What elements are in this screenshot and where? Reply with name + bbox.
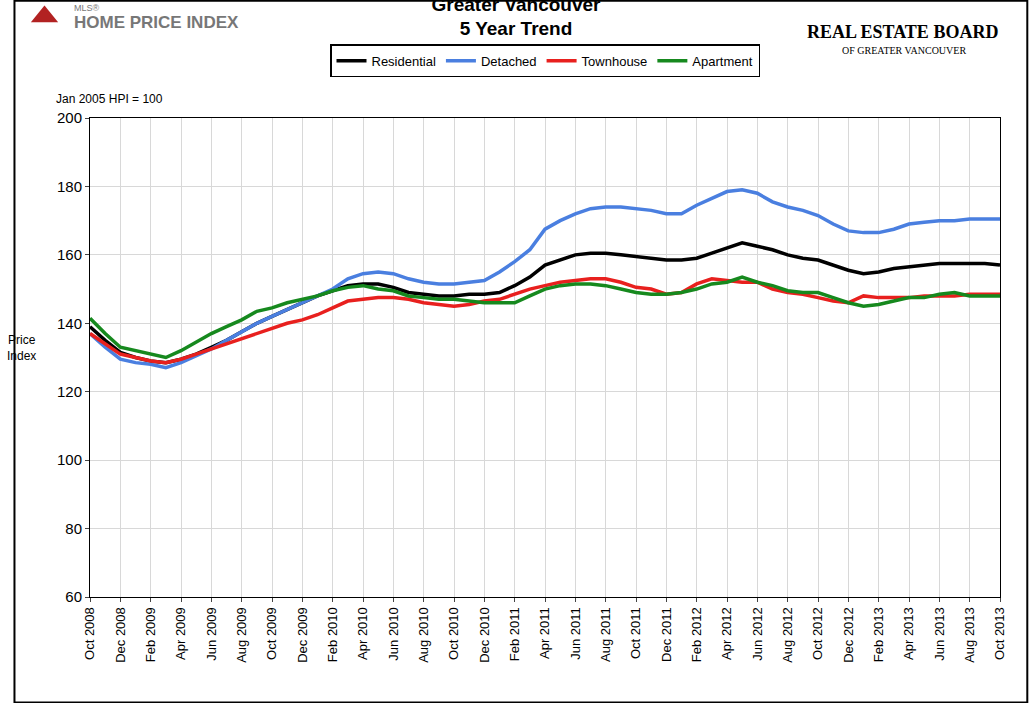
svg-text:MLS®: MLS® xyxy=(74,3,100,13)
svg-text:Oct 2010: Oct 2010 xyxy=(446,607,461,660)
svg-text:120: 120 xyxy=(57,383,82,400)
svg-text:Jun 2009: Jun 2009 xyxy=(204,607,219,661)
svg-text:Residential: Residential xyxy=(372,54,436,69)
svg-text:Aug 2013: Aug 2013 xyxy=(962,607,977,663)
svg-text:200: 200 xyxy=(57,109,82,126)
svg-text:Oct 2009: Oct 2009 xyxy=(264,607,279,660)
svg-text:Oct 2013: Oct 2013 xyxy=(992,607,1007,660)
svg-text:HOME PRICE INDEX: HOME PRICE INDEX xyxy=(74,13,239,32)
svg-text:Feb 2012: Feb 2012 xyxy=(689,607,704,662)
svg-text:Dec 2008: Dec 2008 xyxy=(113,607,128,663)
svg-text:Dec 2012: Dec 2012 xyxy=(841,607,856,663)
svg-text:Jun 2013: Jun 2013 xyxy=(932,607,947,661)
svg-text:Apr 2011: Apr 2011 xyxy=(537,607,552,659)
svg-text:Detached: Detached xyxy=(481,54,537,69)
svg-text:Dec 2009: Dec 2009 xyxy=(295,607,310,663)
svg-text:Feb 2010: Feb 2010 xyxy=(325,607,340,662)
svg-text:Oct 2011: Oct 2011 xyxy=(628,607,643,659)
svg-text:Jun 2012: Jun 2012 xyxy=(750,607,765,661)
svg-text:160: 160 xyxy=(57,246,82,263)
svg-text:Feb 2009: Feb 2009 xyxy=(143,607,158,662)
svg-text:OF GREATER VANCOUVER: OF GREATER VANCOUVER xyxy=(842,45,966,56)
svg-text:Apr 2013: Apr 2013 xyxy=(901,607,916,660)
svg-text:Jun 2010: Jun 2010 xyxy=(386,607,401,661)
svg-text:Apr 2009: Apr 2009 xyxy=(173,607,188,660)
svg-text:Aug 2011: Aug 2011 xyxy=(598,607,613,662)
svg-text:Aug 2010: Aug 2010 xyxy=(416,607,431,663)
svg-text:Feb 2011: Feb 2011 xyxy=(507,607,522,661)
svg-text:Feb 2013: Feb 2013 xyxy=(871,607,886,662)
svg-text:Jan 2005 HPI = 100: Jan 2005 HPI = 100 xyxy=(56,92,163,106)
svg-text:Aug 2009: Aug 2009 xyxy=(234,607,249,663)
svg-text:180: 180 xyxy=(57,178,82,195)
svg-text:PriceIndex: PriceIndex xyxy=(7,333,36,363)
svg-text:Greater Vancouver5 Year Trend: Greater Vancouver5 Year Trend xyxy=(432,0,602,39)
svg-text:Apr 2010: Apr 2010 xyxy=(355,607,370,660)
svg-text:REAL ESTATE BOARD: REAL ESTATE BOARD xyxy=(807,22,998,42)
svg-text:Apartment: Apartment xyxy=(692,54,752,69)
svg-text:Oct 2008: Oct 2008 xyxy=(82,607,97,660)
svg-text:Apr 2012: Apr 2012 xyxy=(719,607,734,660)
svg-text:Dec 2011: Dec 2011 xyxy=(659,607,674,662)
svg-text:Dec 2010: Dec 2010 xyxy=(477,607,492,663)
svg-text:Oct 2012: Oct 2012 xyxy=(810,607,825,660)
svg-text:60: 60 xyxy=(65,588,82,605)
svg-text:Aug 2012: Aug 2012 xyxy=(780,607,795,663)
svg-text:80: 80 xyxy=(65,520,82,537)
svg-text:100: 100 xyxy=(57,451,82,468)
svg-text:Jun 2011: Jun 2011 xyxy=(568,607,583,660)
svg-text:Townhouse: Townhouse xyxy=(582,54,648,69)
svg-text:140: 140 xyxy=(57,315,82,332)
